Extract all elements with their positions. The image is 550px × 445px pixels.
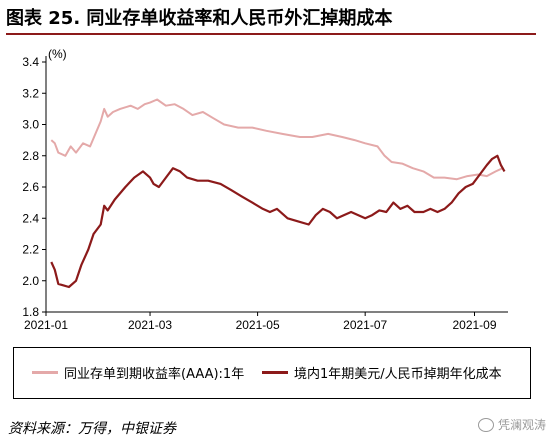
source-note: 资料来源：万得，中银证券 [8,418,176,438]
legend-label-series2: 境内1年期美元/人民币掉期年化成本 [294,363,502,382]
wechat-icon [478,418,494,432]
series-line-2 [51,156,504,287]
x-tick-label: 2021-07 [343,318,387,332]
legend-label-series1: 同业存单到期收益率(AAA):1年 [64,363,244,382]
y-tick-label: 2.8 [22,149,39,163]
title-rule [6,33,536,35]
legend-item-series1: 同业存单到期收益率(AAA):1年 [32,363,244,382]
x-tick-label: 2021-05 [236,318,280,332]
y-tick-label: 1.8 [22,305,39,319]
y-tick-label: 3.4 [22,55,39,69]
chart-area: (%) 1.8 2.0 2.2 2.4 2.6 2.8 3.0 3.2 3.4 2021-01 202… [0,40,550,340]
x-tick-label: 2021-01 [24,318,68,332]
y-tick-label: 2.6 [22,180,39,194]
x-tick-label: 2021-03 [128,318,172,332]
y-tick-label: 3.0 [22,118,39,132]
y-unit-label: (%) [48,47,67,61]
watermark: 凭澜观涛 [478,416,546,433]
y-tick-label: 3.2 [22,86,39,100]
legend: 同业存单到期收益率(AAA):1年 境内1年期美元/人民币掉期年化成本 [13,347,531,399]
watermark-text: 凭澜观涛 [498,416,546,433]
legend-swatch-series2 [262,371,288,374]
legend-swatch-series1 [32,371,58,374]
y-tick-label: 2.4 [22,211,39,225]
x-tick-label: 2021-09 [452,318,496,332]
series-line-1 [51,100,502,180]
chart-title: 图表 25. 同业存单收益率和人民币外汇掉期成本 [6,4,392,30]
y-tick-label: 2.0 [22,274,39,288]
legend-item-series2: 境内1年期美元/人民币掉期年化成本 [262,363,502,382]
y-tick-label: 2.2 [22,243,39,257]
